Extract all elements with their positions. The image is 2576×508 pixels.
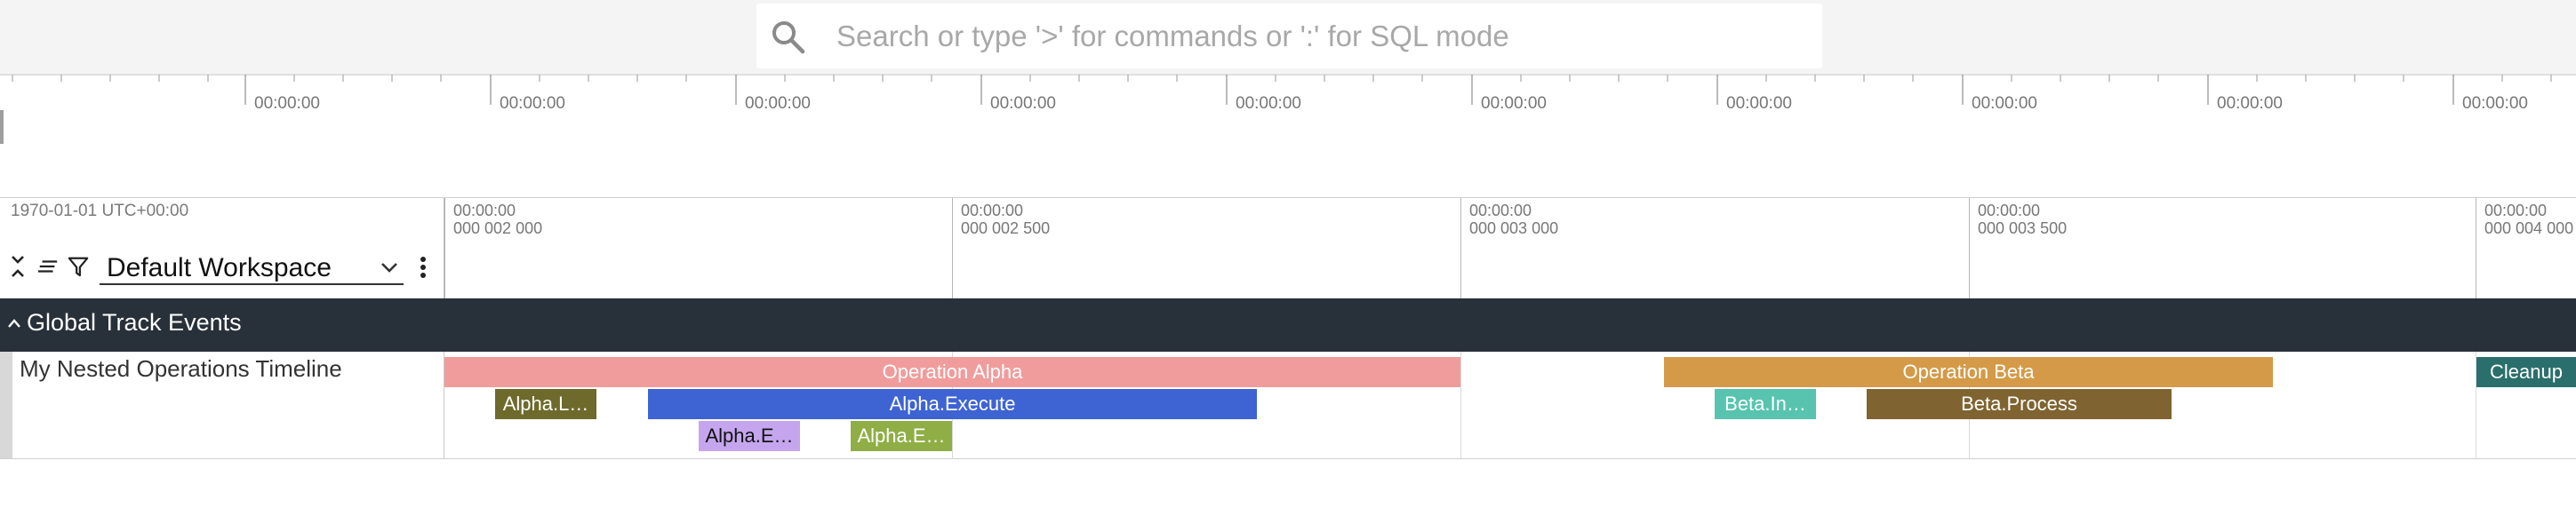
- track-gridline: [1460, 352, 1461, 458]
- top-bar: [0, 0, 2576, 75]
- slice-alpha-execute-child-1[interactable]: Alpha.E…: [699, 421, 800, 451]
- search-icon: [772, 21, 805, 54]
- overview-ruler: [0, 75, 2576, 105]
- chevron-up-icon: [8, 319, 20, 328]
- track-nested-operations: My Nested Operations Timeline Operation …: [0, 352, 2576, 459]
- overview-timeline[interactable]: 00:00:00 00:00:00 00:00:00 00:00:00 00:0…: [0, 75, 2576, 197]
- overview-tick-label: 00:00:00: [254, 94, 320, 113]
- timestamp-label: 00:00:00 000 002 000: [453, 202, 543, 237]
- slice-alpha-load[interactable]: Alpha.L…: [495, 389, 596, 419]
- chevron-down-icon: [381, 263, 397, 273]
- track-title: My Nested Operations Timeline: [20, 355, 342, 382]
- timestamp-gridline: [952, 198, 953, 299]
- overview-tick-label: 00:00:00: [2462, 94, 2528, 113]
- date-label: 1970-01-01 UTC+00:00: [11, 202, 189, 220]
- overview-tick-label: 00:00:00: [1972, 94, 2037, 113]
- timestamp-label: 00:00:00 000 002 500: [961, 202, 1051, 237]
- overview-tick-label: 00:00:00: [1481, 94, 1547, 113]
- overview-tick-label: 00:00:00: [1236, 94, 1301, 113]
- timestamp-label: 00:00:00 000 003 500: [1978, 202, 2068, 237]
- timestamp-label: 00:00:00 000 003 000: [1469, 202, 1559, 237]
- slice-alpha-execute[interactable]: Alpha.Execute: [648, 389, 1257, 419]
- search-input[interactable]: [835, 11, 1807, 62]
- overview-tick-label: 00:00:00: [500, 94, 565, 113]
- overview-tick-label: 00:00:00: [745, 94, 811, 113]
- overview-tick-label: 00:00:00: [990, 94, 1056, 113]
- workspace-selector[interactable]: Default Workspace: [100, 251, 404, 285]
- list-icon[interactable]: [37, 253, 59, 280]
- slice-beta-process[interactable]: Beta.Process: [1867, 389, 2172, 419]
- timestamp-gridline: [1460, 198, 1461, 299]
- overview-drag-handle[interactable]: [0, 110, 4, 144]
- section-title: Global Track Events: [27, 309, 242, 336]
- collapse-all-icon[interactable]: [7, 253, 28, 280]
- timestamp-gridline: [1969, 198, 1970, 299]
- timestamp-label: 00:00:00 000 004 000: [2484, 202, 2574, 237]
- panel-divider[interactable]: [444, 198, 445, 299]
- slice-beta-init[interactable]: Beta.In…: [1715, 389, 1816, 419]
- overview-tick-label: 00:00:00: [2217, 94, 2283, 113]
- slice-operation-beta[interactable]: Operation Beta: [1664, 357, 2273, 387]
- workspace-name: Default Workspace: [107, 253, 332, 282]
- slice-alpha-execute-child-2[interactable]: Alpha.E…: [851, 421, 952, 451]
- timeline-header: 1970-01-01 UTC+00:00 Default Workspace 0…: [0, 197, 2576, 299]
- omnibox[interactable]: [756, 4, 1822, 68]
- overview-tick-label: 00:00:00: [1726, 94, 1792, 113]
- filter-icon[interactable]: [68, 253, 89, 280]
- section-global-track-events[interactable]: Global Track Events: [0, 298, 2576, 352]
- slice-operation-alpha[interactable]: Operation Alpha: [444, 357, 1460, 387]
- more-vert-icon[interactable]: [418, 255, 428, 282]
- track-drag-handle[interactable]: [0, 352, 12, 458]
- slice-cleanup[interactable]: Cleanup: [2476, 357, 2576, 387]
